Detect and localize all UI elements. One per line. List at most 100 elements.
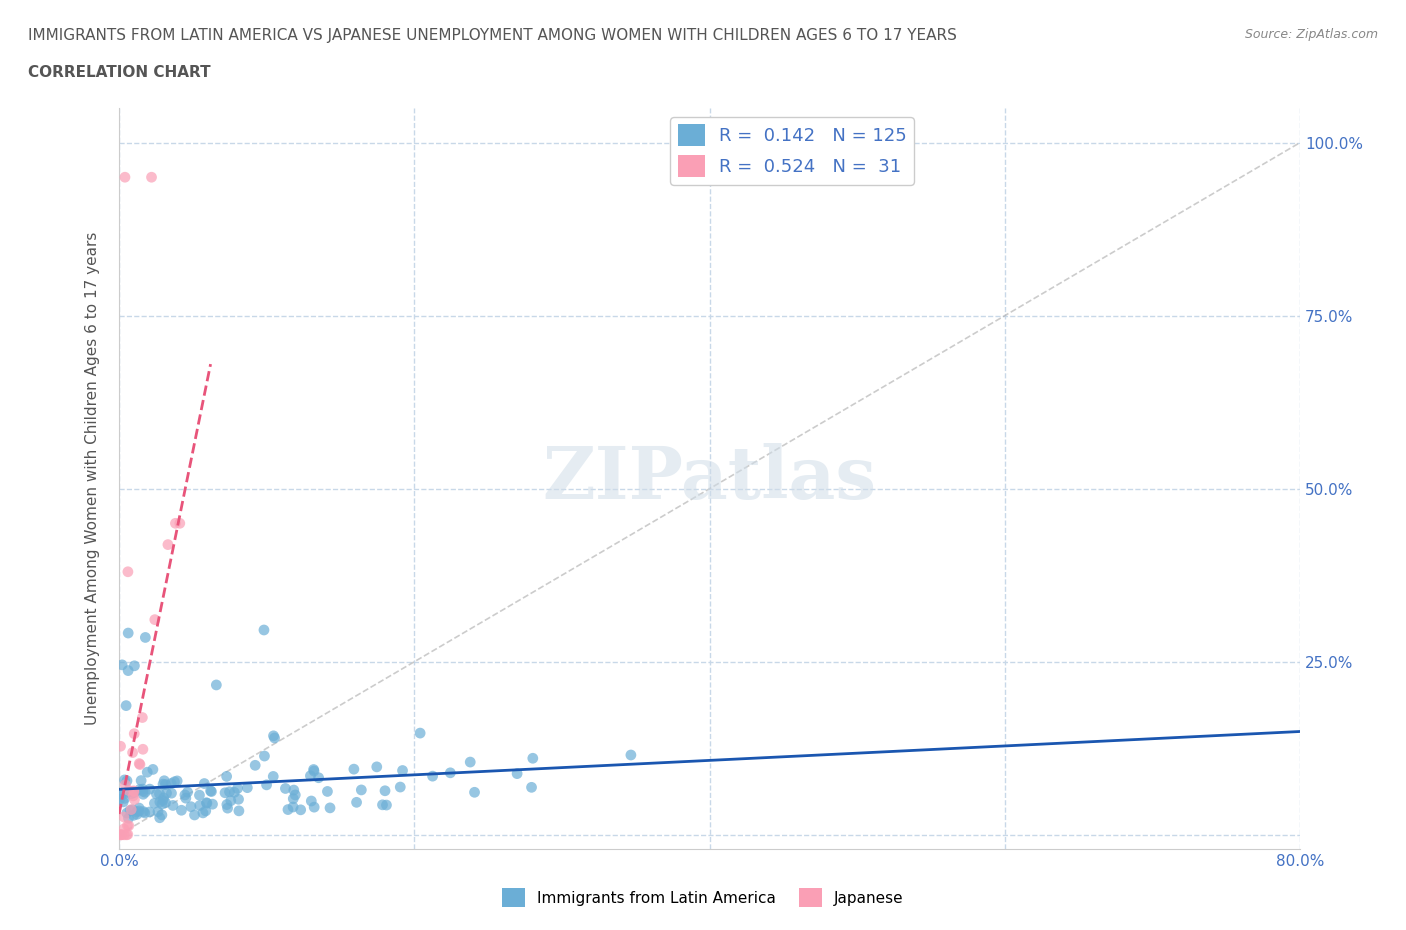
Point: [299, 768, 322, 783]
Point: [188, 798, 211, 813]
Point: [114, 777, 136, 792]
Point: [122, 808, 145, 823]
Point: [129, 773, 152, 788]
Point: [118, 804, 141, 818]
Point: [125, 807, 148, 822]
Point: [148, 786, 170, 801]
Point: [122, 784, 145, 799]
Point: [152, 793, 174, 808]
Point: [253, 749, 276, 764]
Point: [115, 774, 138, 789]
Point: [121, 803, 143, 817]
Point: [195, 796, 218, 811]
Point: [132, 742, 155, 757]
Point: [114, 170, 136, 185]
Point: [409, 725, 432, 740]
Point: [112, 794, 135, 809]
Point: [117, 827, 139, 842]
Point: [219, 793, 242, 808]
Point: [143, 612, 166, 627]
Point: [117, 663, 139, 678]
Point: [343, 762, 366, 777]
Point: [134, 805, 156, 820]
Point: [110, 828, 132, 843]
Point: [149, 810, 172, 825]
Point: [366, 760, 388, 775]
Point: [124, 792, 146, 807]
Point: [163, 775, 186, 790]
Point: [115, 828, 138, 843]
Point: [215, 769, 238, 784]
Point: [117, 783, 139, 798]
Point: [120, 802, 142, 817]
Point: [224, 785, 246, 800]
Point: [160, 786, 183, 801]
Point: [284, 788, 307, 803]
Text: CORRELATION CHART: CORRELATION CHART: [28, 65, 211, 80]
Point: [122, 789, 145, 804]
Point: [108, 791, 131, 806]
Point: [218, 784, 240, 799]
Point: [174, 788, 197, 803]
Point: [319, 801, 342, 816]
Point: [121, 745, 143, 760]
Text: Source: ZipAtlas.com: Source: ZipAtlas.com: [1244, 28, 1378, 41]
Point: [226, 781, 249, 796]
Point: [180, 799, 202, 814]
Legend: R =  0.142   N = 125, R =  0.524   N =  31: R = 0.142 N = 125, R = 0.524 N = 31: [671, 117, 914, 184]
Point: [125, 804, 148, 819]
Point: [110, 787, 132, 802]
Point: [122, 726, 145, 741]
Point: [169, 516, 191, 531]
Point: [439, 765, 461, 780]
Point: [111, 787, 134, 802]
Point: [176, 785, 198, 800]
Point: [193, 777, 215, 791]
Point: [236, 780, 259, 795]
Point: [228, 791, 250, 806]
Point: [375, 798, 398, 813]
Point: [302, 800, 325, 815]
Point: [522, 751, 544, 765]
Point: [215, 797, 238, 812]
Point: [188, 788, 211, 803]
Text: ZIPatlas: ZIPatlas: [543, 443, 876, 513]
Point: [256, 777, 278, 792]
Point: [277, 803, 299, 817]
Point: [283, 791, 305, 806]
Point: [165, 516, 187, 531]
Y-axis label: Unemployment Among Women with Children Ages 6 to 17 years: Unemployment Among Women with Children A…: [86, 232, 100, 725]
Point: [160, 776, 183, 790]
Point: [118, 818, 141, 833]
Point: [152, 790, 174, 805]
Point: [117, 811, 139, 826]
Point: [391, 764, 413, 778]
Point: [132, 781, 155, 796]
Point: [120, 787, 142, 802]
Point: [110, 738, 132, 753]
Point: [132, 784, 155, 799]
Point: [155, 777, 177, 792]
Point: [201, 797, 224, 812]
Point: [302, 764, 325, 778]
Point: [374, 783, 396, 798]
Point: [112, 809, 135, 824]
Point: [458, 754, 481, 769]
Point: [150, 807, 173, 822]
Point: [283, 783, 305, 798]
Point: [128, 756, 150, 771]
Point: [174, 790, 197, 805]
Point: [115, 805, 138, 820]
Point: [136, 764, 159, 779]
Point: [114, 773, 136, 788]
Point: [214, 785, 236, 800]
Point: [145, 787, 167, 802]
Point: [129, 757, 152, 772]
Point: [217, 801, 239, 816]
Point: [205, 678, 228, 693]
Point: [111, 658, 134, 672]
Point: [262, 769, 284, 784]
Point: [263, 728, 285, 743]
Point: [114, 790, 136, 805]
Point: [422, 769, 444, 784]
